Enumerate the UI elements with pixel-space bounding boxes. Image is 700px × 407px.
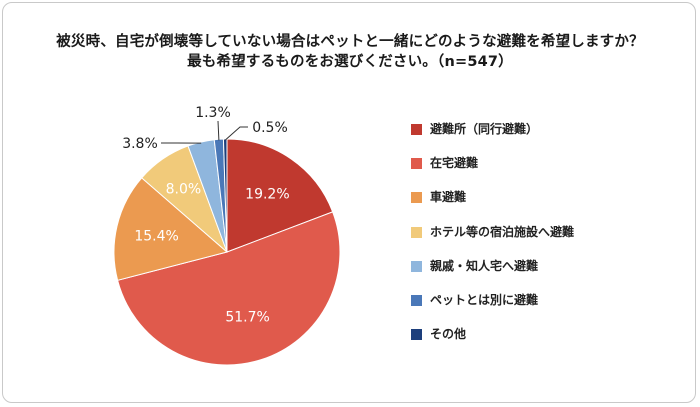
legend-swatch: [411, 260, 422, 272]
legend-swatch: [411, 124, 422, 135]
legend-label: ペットとは別に避難: [430, 292, 539, 307]
legend-swatch: [411, 158, 422, 170]
chart-title: 被災時、自宅が倒壊等していない場合はペットと一緒にどのような避難を希望しますか？…: [0, 32, 700, 72]
pie-slice-label: 51.7%: [225, 310, 269, 326]
legend-swatch: [411, 329, 422, 341]
pie-slice-label: 3.8%: [122, 136, 158, 152]
pie-slice-label: 0.5%: [252, 120, 288, 136]
chart-title-line-1: 被災時、自宅が倒壊等していない場合はペットと一緒にどのような避難を希望しますか？: [56, 34, 644, 50]
pie-slice-label: 19.2%: [245, 186, 289, 202]
legend-swatch: [411, 192, 422, 204]
pie-slice: [116, 211, 341, 366]
chart-panel: [2, 2, 696, 403]
legend-label: ホテル等の宿泊施設へ避難: [430, 224, 575, 239]
legend-label: 車避難: [430, 190, 467, 205]
legend-label: 避難所（同行避難）: [430, 122, 539, 136]
leader-line: [217, 120, 220, 141]
pie-slice: [113, 177, 229, 281]
pie-slice-label: 1.3%: [195, 105, 231, 121]
legend-label: その他: [430, 327, 467, 342]
chart-title-line-2: 最も希望するものをお選びください。（n=547）: [187, 54, 513, 70]
legend-swatch: [411, 294, 422, 306]
legend-swatch: [411, 226, 422, 238]
legend-label: 親戚・知人宅へ避難: [430, 258, 539, 273]
pie-slice-label: 15.4%: [134, 228, 178, 244]
pie-slice: [226, 138, 334, 253]
leader-line: [224, 126, 248, 141]
legend-label: 在宅避難: [430, 156, 479, 171]
pie-slice-label: 8.0%: [166, 182, 202, 198]
